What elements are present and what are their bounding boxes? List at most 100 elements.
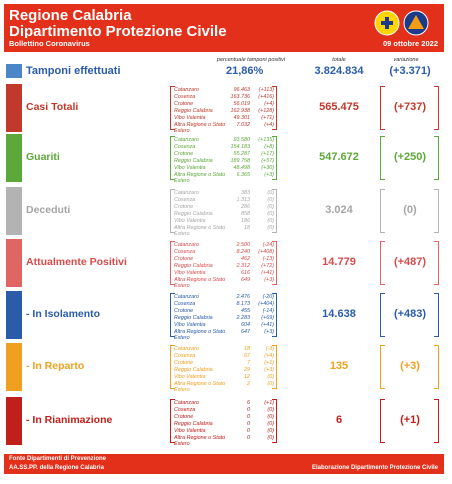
bulletin-date: 09 ottobre 2022 (382, 39, 438, 48)
province-value: 186 (241, 217, 250, 224)
region-title: Regione Calabria (9, 7, 132, 24)
province-delta: (+3) (264, 328, 274, 335)
province-name: Cosenza (174, 406, 196, 413)
rianimazione-bracket-left (170, 399, 175, 443)
reparto-total: 135 (329, 360, 349, 372)
province-value: 2.312 (236, 262, 251, 269)
rianimazione-total: 6 (335, 414, 343, 426)
province-value: 647 (241, 328, 250, 335)
casi-details: Catanzaro 96.463 (+113) Cosenza 163.736 (+416… (174, 87, 274, 135)
province-delta: (+4) (264, 352, 274, 359)
province-delta: (0) (267, 434, 274, 441)
province-row: Reggio Calabria 2.312 (+72) (174, 263, 274, 270)
province-delta: (-24) (262, 242, 274, 248)
isolamento-details: Catanzaro 2.476 (-20) Cosenza 8.173 (+404) Cro… (174, 294, 274, 342)
section-casi: Casi Totali Catanzaro 96.463 (+113) Cosenza 1… (4, 84, 444, 135)
province-value: 7.032 (236, 121, 251, 128)
attuali-var-bracket-right (434, 241, 439, 285)
tamponi-var: (+3.371) (389, 65, 431, 77)
reparto-bracket-left (170, 345, 175, 389)
province-name: Crotone (174, 100, 194, 107)
province-delta: (-13) (262, 255, 274, 262)
province-value: 12 (244, 373, 250, 380)
col-pct-header: percentuale tamponi positivi (216, 57, 286, 63)
rianimazione-details: Catanzaro 6 (+1) Cosenza 0 (0) Crotone 0 (0) Regg… (174, 400, 274, 448)
province-delta: (+3) (264, 366, 274, 373)
province-value: 6 (247, 400, 250, 406)
province-row: Cosenza 163.736 (+416) (174, 94, 274, 101)
tamponi-total: 3.824.834 (314, 65, 364, 77)
guariti-bracket-left (170, 136, 175, 180)
province-name: Cosenza (174, 143, 196, 150)
province-delta: (0) (267, 224, 274, 231)
deceduti-details: Catanzaro 383 (0) Cosenza 1.313 (0) Crotone 286… (174, 190, 274, 238)
province-name: Vibo Valentia (174, 164, 206, 171)
isolamento-bracket-right (272, 293, 277, 337)
attuali-details: Catanzaro 2.500 (-24) Cosenza 8.240 (+408) Cro… (174, 242, 274, 290)
province-row: Altra Regione o Stato Estero 649 (+3) (174, 277, 274, 291)
province-name: Reggio Calabria (174, 210, 213, 217)
reparto-bar (6, 343, 22, 391)
province-name: Crotone (174, 413, 194, 420)
province-delta: (+416) (258, 93, 274, 100)
col-var-header: variazione (393, 57, 419, 63)
casi-bracket-right (272, 86, 277, 130)
province-row: Catanzaro 96.463 (+113) (174, 87, 274, 94)
province-value: 604 (241, 321, 250, 328)
section-rianimazione: - In Rianimazione Catanzaro 6 (+1) Cosenza 0 (… (4, 397, 444, 448)
section-deceduti: Deceduti Catanzaro 383 (0) Cosenza 1.313 (0) Cr… (4, 187, 444, 238)
province-value: 93.580 (233, 137, 251, 143)
province-value: 189.758 (230, 157, 251, 164)
province-value: 29 (244, 366, 250, 373)
isolamento-var-bracket-left (380, 293, 385, 337)
rianimazione-var-bracket-left (380, 399, 385, 443)
deceduti-variation: (0) (403, 204, 417, 216)
province-value: 8.173 (236, 300, 251, 307)
province-name: Cosenza (174, 300, 196, 307)
province-name: Vibo Valentia (174, 321, 206, 328)
province-row: Altra Regione o Stato Estero 647 (+3) (174, 329, 274, 343)
province-row: Cosenza 1.313 (0) (174, 197, 274, 204)
province-name: Cosenza (174, 352, 196, 359)
casi-variation: (+737) (393, 101, 427, 113)
province-name: Cosenza (174, 196, 196, 203)
province-delta: (+408) (258, 248, 274, 255)
province-delta: (0) (267, 420, 274, 427)
province-row: Reggio Calabria 162.938 (+128) (174, 108, 274, 115)
province-value: 154.183 (230, 143, 251, 150)
province-delta: (-14) (262, 307, 274, 314)
province-name: Altra Regione o Stato Estero (174, 276, 226, 290)
province-delta: (0) (267, 190, 274, 196)
province-row: Reggio Calabria 858 (0) (174, 211, 274, 218)
province-delta: (0) (267, 373, 274, 380)
province-row: Vibo Valentia 604 (+41) (174, 322, 274, 329)
province-delta: (0) (267, 196, 274, 203)
col-total-header: totale (332, 57, 346, 63)
province-value: 6.365 (236, 171, 251, 178)
province-row: Altra Regione o Stato Estero 7.032 (+4) (174, 122, 274, 136)
province-delta: (0) (267, 413, 274, 420)
province-name: Vibo Valentia (174, 373, 206, 380)
bulletin-bar: Bollettino Coronavirus 09 ottobre 2022 (4, 38, 444, 50)
province-delta: (+4) (264, 100, 274, 107)
footer-source: Fonte Dipartimenti di Prevenzione (9, 456, 107, 462)
province-value: 0 (247, 427, 250, 434)
attuali-bracket-right (272, 241, 277, 285)
province-row: Vibo Valentia 616 (+41) (174, 270, 274, 277)
guariti-label: Guariti (26, 151, 60, 163)
province-delta: (+3) (264, 171, 274, 178)
province-value: 0 (247, 434, 250, 441)
province-row: Reggio Calabria 29 (+3) (174, 367, 274, 374)
province-value: 162.938 (230, 107, 251, 114)
province-name: Cosenza (174, 93, 196, 100)
province-row: Catanzaro 383 (0) (174, 190, 274, 197)
province-name: Reggio Calabria (174, 262, 213, 269)
province-row: Catanzaro 18 (-3) (174, 346, 274, 353)
province-value: 616 (241, 269, 250, 276)
guariti-total: 547.672 (319, 151, 359, 163)
deceduti-total: 3.024 (325, 204, 353, 216)
province-delta: (+3) (264, 276, 274, 283)
province-row: Catanzaro 93.580 (+135) (174, 137, 274, 144)
province-name: Vibo Valentia (174, 427, 206, 434)
province-row: Cosenza 8.240 (+408) (174, 249, 274, 256)
